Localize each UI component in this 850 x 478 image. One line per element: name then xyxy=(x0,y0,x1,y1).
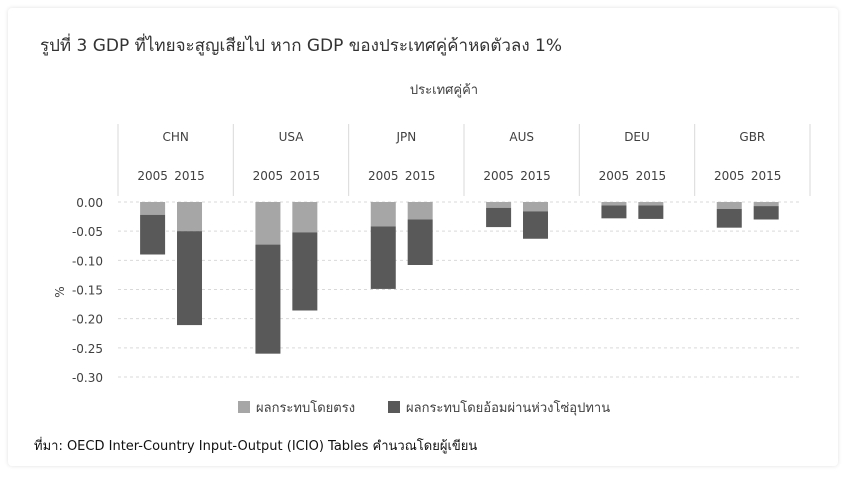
bar-direct-jpn-2005 xyxy=(370,202,396,227)
bar-indirect-aus-2015 xyxy=(523,211,549,239)
year-label: 2005 xyxy=(483,169,514,183)
year-label: 2015 xyxy=(174,169,205,183)
bar-indirect-deu-2005 xyxy=(601,205,627,219)
year-label: 2005 xyxy=(714,169,745,183)
legend-swatch-indirect xyxy=(388,401,400,413)
group-axis-label: ประเทศคู่ค้า xyxy=(410,83,478,98)
year-label: 2015 xyxy=(290,169,321,183)
bar-direct-chn-2005 xyxy=(140,202,166,215)
bar-direct-deu-2005 xyxy=(601,202,627,206)
legend-label-direct: ผลกระทบโดยตรง xyxy=(256,400,355,416)
y-tick-label: -0.25 xyxy=(72,342,103,356)
bar-direct-aus-2015 xyxy=(523,202,549,212)
y-tick-label: -0.20 xyxy=(72,313,103,327)
year-label: 2005 xyxy=(599,169,630,183)
bar-direct-usa-2015 xyxy=(292,202,318,233)
bar-direct-chn-2015 xyxy=(177,202,203,232)
year-label: 2005 xyxy=(253,169,284,183)
bar-direct-jpn-2015 xyxy=(407,202,433,220)
bar-indirect-jpn-2015 xyxy=(407,219,433,265)
bar-indirect-usa-2005 xyxy=(255,244,281,354)
group-label-gbr: GBR xyxy=(739,130,765,144)
group-label-deu: DEU xyxy=(624,130,650,144)
group-label-aus: AUS xyxy=(509,130,534,144)
source-note: ที่มา: OECD Inter-Country Input-Output (… xyxy=(34,439,478,454)
y-tick-label: -0.30 xyxy=(72,371,103,385)
bar-indirect-jpn-2005 xyxy=(370,226,396,289)
year-label: 2015 xyxy=(751,169,782,183)
y-tick-label: -0.15 xyxy=(72,284,103,298)
legend-label-indirect: ผลกระทบโดยอ้อมผ่านห่วงโซ่อุปทาน xyxy=(406,400,610,416)
group-label-jpn: JPN xyxy=(395,130,416,144)
year-label: 2005 xyxy=(137,169,168,183)
year-label: 2015 xyxy=(520,169,551,183)
bar-direct-deu-2015 xyxy=(638,202,664,206)
year-label: 2015 xyxy=(636,169,667,183)
bar-indirect-gbr-2005 xyxy=(716,209,742,228)
bar-direct-gbr-2005 xyxy=(716,202,742,209)
bar-direct-gbr-2015 xyxy=(753,202,779,207)
chart-title: รูปที่ 3 GDP ที่ไทยจะสูญเสียไป หาก GDP ข… xyxy=(40,36,563,56)
year-label: 2005 xyxy=(368,169,399,183)
group-label-usa: USA xyxy=(279,130,305,144)
bar-indirect-gbr-2015 xyxy=(753,206,779,220)
bar-direct-aus-2005 xyxy=(486,202,512,208)
y-tick-label: 0.00 xyxy=(76,196,103,210)
y-axis-label: % xyxy=(53,286,67,297)
bar-indirect-chn-2015 xyxy=(177,231,203,326)
y-tick-label: -0.05 xyxy=(72,225,103,239)
year-label: 2015 xyxy=(405,169,436,183)
group-label-chn: CHN xyxy=(162,130,188,144)
bar-indirect-deu-2015 xyxy=(638,205,664,219)
bar-indirect-usa-2015 xyxy=(292,232,318,311)
legend-swatch-direct xyxy=(238,401,250,413)
bar-indirect-chn-2005 xyxy=(140,214,166,255)
bar-indirect-aus-2005 xyxy=(486,207,512,228)
y-tick-label: -0.10 xyxy=(72,254,103,268)
bar-direct-usa-2005 xyxy=(255,202,281,245)
